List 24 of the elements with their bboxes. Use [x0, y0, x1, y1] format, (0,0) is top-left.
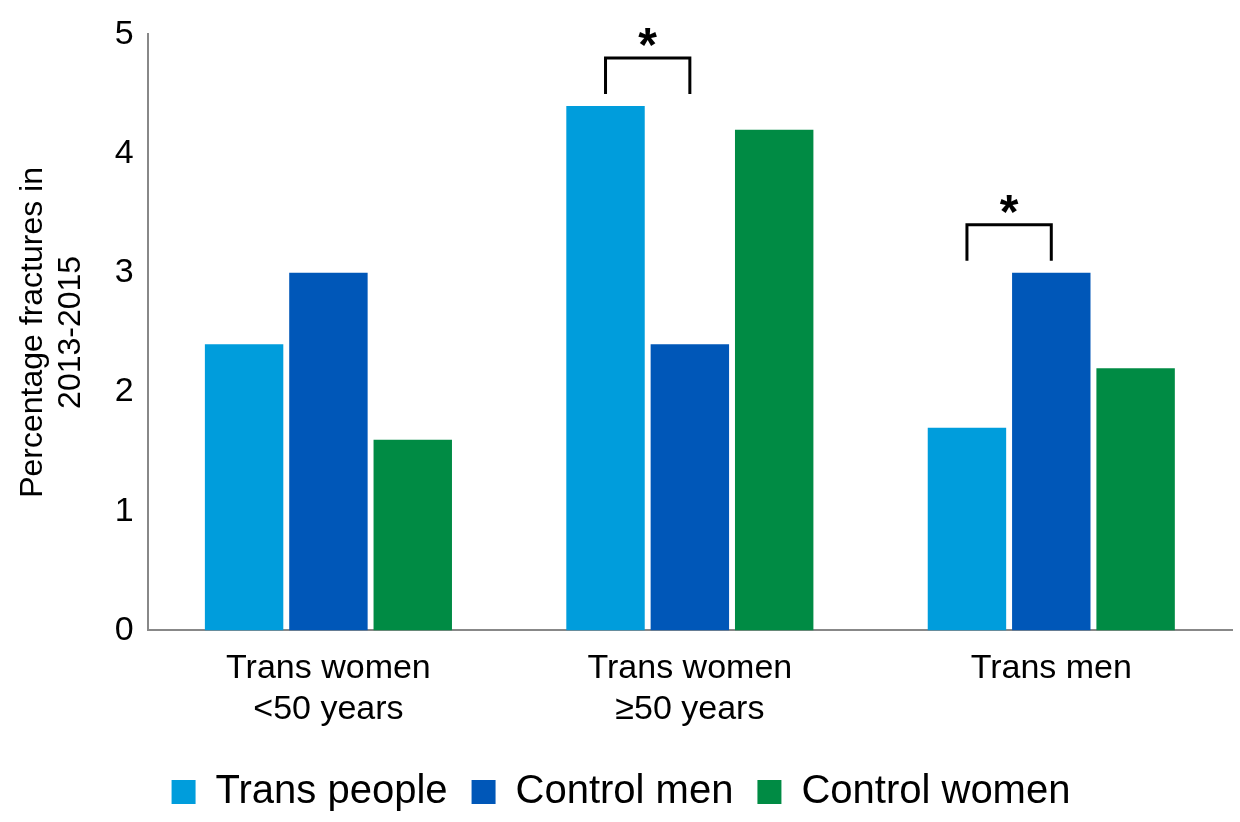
bar [650, 344, 730, 631]
y-tick-label: 2 [114, 370, 134, 409]
legend-label: Control women [801, 767, 1071, 812]
bar [204, 344, 284, 631]
bar [927, 427, 1007, 631]
bar [289, 272, 368, 631]
annotation: * [999, 185, 1019, 239]
y-tick-label: 3 [114, 251, 134, 290]
x-tick-label: Trans women ≥50 years [587, 647, 793, 726]
bar [1096, 368, 1175, 631]
x-tick-label: Trans men [970, 647, 1132, 686]
annotation: * [638, 18, 658, 72]
legend-label: Trans people [215, 767, 448, 812]
y-tick-label: 0 [114, 608, 134, 647]
x-tick-label: Trans women <50 years [226, 647, 431, 726]
legend-label: Control men [515, 767, 734, 812]
y-axis-title: Percentage fractures in 2013-2015 [13, 166, 88, 498]
y-tick-label: 4 [114, 131, 134, 170]
bar [1012, 272, 1091, 631]
bar [373, 439, 452, 631]
bar [734, 129, 814, 631]
y-tick-label: 1 [114, 489, 134, 528]
y-tick-label: 5 [114, 12, 134, 51]
bar [566, 105, 645, 631]
